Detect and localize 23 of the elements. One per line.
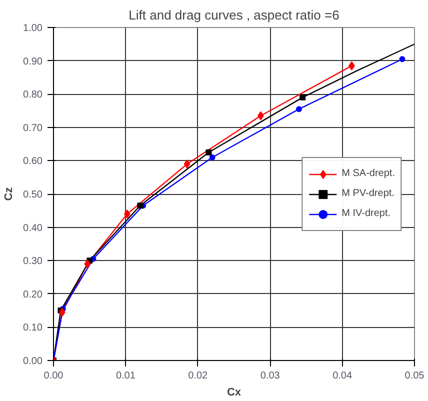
x-tick-label: 0.01 bbox=[116, 370, 136, 382]
x-tick-label: 0.05 bbox=[404, 370, 425, 382]
y-tick-label: 0.40 bbox=[23, 222, 43, 234]
x-tick-label: 0.03 bbox=[260, 370, 280, 382]
y-tick-label: 0.50 bbox=[23, 190, 43, 200]
legend-label: M SA-drept. bbox=[342, 168, 395, 179]
x-axis-title: Cx bbox=[226, 386, 242, 398]
legend-label: M PV-drept. bbox=[342, 188, 394, 199]
y-tick-label: 1.00 bbox=[23, 23, 43, 34]
y-tick-label: 0.20 bbox=[23, 289, 43, 300]
x-tick-label: 0.00 bbox=[44, 370, 64, 382]
y-tick-label: 0.70 bbox=[23, 122, 43, 134]
y-tick-label: 0.60 bbox=[23, 156, 43, 168]
y-tick-label: 0.90 bbox=[23, 56, 43, 68]
chart-title: Lift and drag curves , aspect ratio =6 bbox=[128, 8, 340, 22]
y-tick-label: 0.80 bbox=[23, 90, 43, 101]
x-tick-label: 0.02 bbox=[188, 370, 208, 382]
y-tick-label: 0.10 bbox=[23, 322, 43, 334]
legend-label: M IV-drept. bbox=[342, 208, 391, 219]
x-tick-label: 0.04 bbox=[332, 370, 352, 382]
y-axis-title: Cz bbox=[3, 186, 16, 201]
y-tick-label: 0.30 bbox=[23, 256, 43, 268]
y-tick-label: 0.00 bbox=[23, 356, 43, 367]
